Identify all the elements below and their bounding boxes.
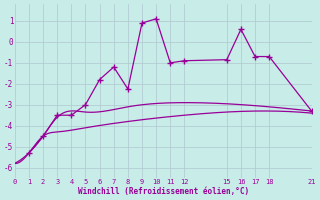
X-axis label: Windchill (Refroidissement éolien,°C): Windchill (Refroidissement éolien,°C) [78, 187, 249, 196]
